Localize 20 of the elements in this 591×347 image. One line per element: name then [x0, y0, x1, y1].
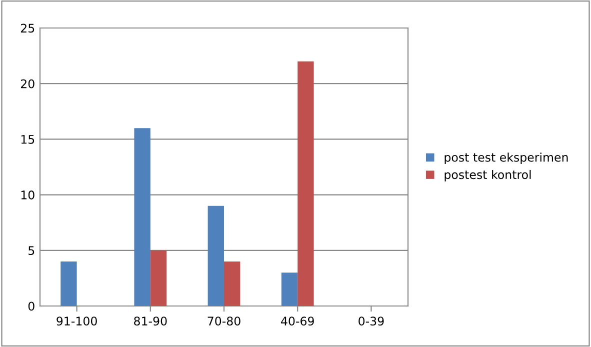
x-tick-label: 91-100: [56, 316, 97, 326]
y-tick-label: 5: [28, 246, 34, 256]
x-tick-label: 81-90: [134, 316, 167, 326]
bar: [60, 262, 77, 306]
y-tick-label: 10: [21, 190, 34, 200]
y-tick-label: 25: [20, 24, 34, 33]
y-tick-label: 0: [28, 302, 34, 311]
bar: [224, 262, 240, 306]
x-tick-label: 40-69: [281, 316, 314, 326]
y-tick-label: 20: [20, 79, 34, 88]
bar: [281, 272, 298, 306]
bar: [134, 128, 150, 306]
bar: [208, 206, 224, 306]
bar: [150, 250, 167, 306]
y-tick-label: 15: [21, 135, 34, 144]
bar: [298, 61, 314, 306]
legend-label: post test eksperimen: [444, 152, 568, 164]
x-tick-label: 70-80: [208, 316, 240, 326]
legend-label: postest kontrol: [444, 170, 531, 182]
x-tick-label: 0-39: [358, 316, 384, 326]
